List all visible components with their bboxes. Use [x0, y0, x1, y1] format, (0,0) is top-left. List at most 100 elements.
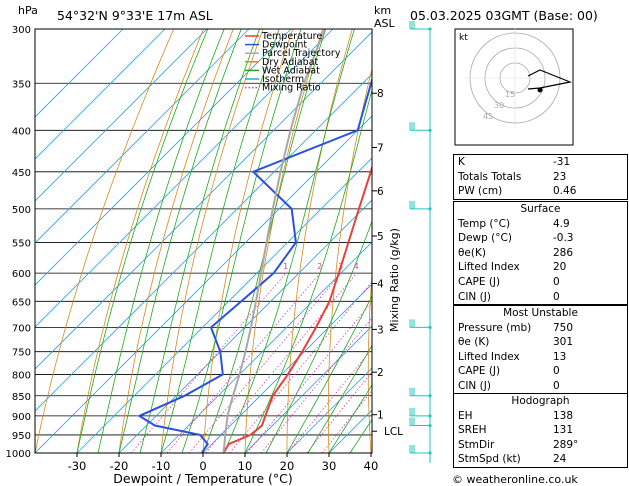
most_unstable-value: 13 — [553, 350, 567, 363]
asl-label: ASL — [374, 17, 396, 30]
hodograph-ring-label: 45 — [483, 112, 493, 121]
dry-adiabat — [367, 269, 372, 453]
legend-entry: Mixing Ratio — [262, 83, 321, 94]
surface-value: 4.9 — [553, 217, 570, 230]
most_unstable-row: θe (K) 301 — [454, 335, 627, 350]
dry-adiabat — [160, 29, 264, 453]
most-unstable-title: Most Unstable — [503, 307, 578, 319]
wet-adiabat — [76, 29, 209, 453]
pressure-tick-label: 450 — [12, 168, 31, 179]
isotherm-line — [35, 29, 250, 244]
wet-adiabat — [328, 384, 372, 453]
pressure-tick-label: 650 — [12, 297, 31, 308]
mixing-ratio-line — [229, 281, 372, 453]
mixing-ratio-axis-label: Mixing Ratio (g/kg) — [388, 228, 401, 332]
series-temperature — [222, 164, 372, 453]
hodograph_table-label: EH — [458, 409, 473, 422]
most_unstable-row: CAPE (J) 0 — [454, 364, 627, 379]
x-axis-label: Dewpoint / Temperature (°C) — [113, 471, 292, 486]
hodograph_table-label: StmDir — [458, 438, 495, 451]
height-label: 8 — [377, 88, 384, 100]
pressure-tick-label: 1000 — [6, 449, 31, 460]
hodograph_table-value: 138 — [553, 409, 574, 422]
legend-entry: Parcel Trajectory — [262, 48, 341, 59]
x-tick-label: 20 — [280, 459, 295, 473]
pressure-tick-label: 850 — [12, 392, 31, 403]
surface-label: Temp (°C) — [458, 217, 511, 230]
isotherm-line — [35, 29, 334, 328]
hpa-label: hPa — [18, 4, 38, 17]
x-tick-label: -30 — [68, 459, 87, 473]
legend-entry: Temperature — [261, 31, 322, 42]
isotherm-line — [244, 325, 372, 453]
dry-adiabat — [244, 29, 323, 453]
surface-value: -0.3 — [553, 232, 574, 245]
height-label: 7 — [377, 142, 384, 154]
wet-adiabat — [286, 294, 372, 453]
pressure-tick-label: 900 — [12, 412, 31, 423]
surface-row: Temp (°C) 4.9 — [454, 217, 627, 232]
pressure-tick-label: 750 — [12, 348, 31, 359]
dry-adiabat — [118, 29, 234, 453]
pressure-tick-label: 700 — [12, 323, 31, 334]
x-tick-label: 0 — [199, 459, 206, 473]
pressure-tick-label: 300 — [12, 25, 31, 36]
hodograph-trace — [527, 69, 573, 90]
most_unstable-label: θe (K) — [458, 336, 490, 349]
series-dewpoint — [137, 76, 372, 453]
km-label: km — [374, 4, 391, 17]
wet-adiabat — [160, 29, 280, 453]
pressure-tick-label: 400 — [12, 126, 31, 137]
mixing-ratio-label: 4 — [354, 262, 359, 271]
indices-value: -31 — [553, 156, 571, 168]
indices-value: 23 — [553, 170, 567, 183]
storm-motion-marker — [537, 87, 543, 93]
x-tick-label: 30 — [322, 459, 337, 473]
surface-row: θe(K) 286 — [454, 246, 627, 261]
wet-adiabat — [181, 29, 302, 453]
dry-adiabat — [35, 29, 175, 453]
pressure-tick-label: 350 — [12, 79, 31, 90]
indices-label: PW (cm) — [458, 185, 503, 198]
legend-entry: Dewpoint — [262, 40, 307, 51]
surface-label: CAPE (J) — [458, 275, 501, 288]
mixing-ratio-line — [188, 272, 342, 453]
wet-adiabat — [139, 29, 260, 453]
wet-adiabat — [202, 29, 327, 453]
pressure-tick-label: 550 — [12, 238, 31, 249]
isotherm-line — [35, 29, 208, 202]
location-title: 54°32'N 9°33'E 17m ASL — [57, 8, 213, 23]
isotherm-line — [35, 73, 372, 412]
most_unstable-label: Lifted Index — [458, 350, 520, 363]
isotherm-line — [35, 29, 124, 118]
indices-row: Totals Totals 23 — [454, 170, 627, 185]
mixing-ratio-label: 15 — [431, 262, 441, 271]
mixing-ratio-label: 2 — [317, 262, 322, 271]
wet-adiabat — [265, 219, 372, 453]
height-label: 6 — [377, 186, 384, 198]
x-tick-label: -20 — [110, 459, 129, 473]
hodograph-frame — [454, 28, 574, 146]
most_unstable-label: CIN (J) — [458, 379, 491, 392]
most_unstable-label: CAPE (J) — [458, 365, 501, 378]
hodograph-panel: Hodograph EH 138 SREH 131 StmDir 289° StmSpd (… — [453, 393, 628, 468]
wet-adiabat — [97, 29, 225, 453]
surface-value: 0 — [553, 290, 560, 303]
mixing-ratio-label: 10 — [406, 262, 416, 271]
hodograph-table-title: Hodograph — [511, 395, 570, 407]
dry-adiabat — [202, 29, 294, 453]
height-label: 3 — [377, 324, 384, 336]
mixing-ratio-line — [130, 272, 287, 453]
indices-label: K — [458, 156, 465, 168]
height-label: 4 — [377, 279, 384, 291]
isotherm-line — [160, 241, 372, 453]
surface-row: CIN (J) 0 — [454, 290, 627, 305]
hodograph_table-row: StmDir 289° — [454, 438, 627, 453]
indices-panel: K -31 Totals Totals 23 PW (cm) 0.46 — [453, 154, 628, 200]
hodograph_table-row: StmSpd (kt) 24 — [454, 452, 627, 467]
surface-label: Lifted Index — [458, 261, 520, 274]
most_unstable-value: 301 — [553, 336, 574, 349]
hodograph-ring-label: 30 — [494, 101, 504, 110]
